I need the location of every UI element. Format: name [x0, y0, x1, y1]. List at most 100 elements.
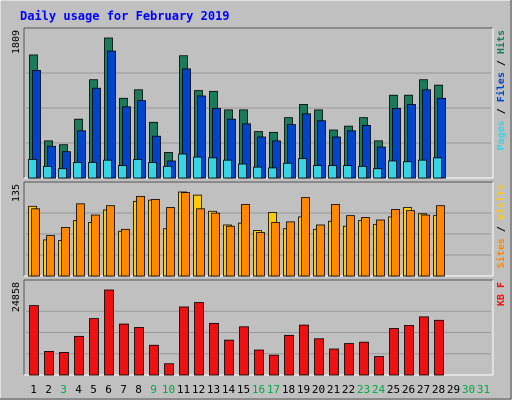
- x-axis-labels: 1 2 3 4 5 6 7 8 9 10 11 12 13 14 15 16 17 18 19 20 21 22 23 24 2…: [30, 383, 490, 396]
- bar-sites-day-14: [226, 225, 235, 277]
- bar-pages-day-25: [388, 160, 397, 179]
- bar-kbytes-day-18: [284, 334, 294, 376]
- bar-kbytes-day-3: [59, 352, 69, 376]
- bar-sites-day-15: [241, 204, 250, 277]
- x-tick-label-day-16: 16: [252, 383, 265, 396]
- x-tick-label-day-8: 8: [135, 383, 142, 396]
- bar-pages-day-19: [298, 158, 307, 179]
- ylabel-part: Pages: [496, 120, 507, 150]
- bar-pages-day-8: [133, 159, 142, 179]
- x-tick-label-day-31: 31: [477, 383, 490, 396]
- bar-pages-day-20: [313, 165, 322, 179]
- chart-panels: 1809 Pages / Files / Hits 135 Sites / Visit…: [11, 27, 507, 376]
- bar-kbytes-day-25: [389, 328, 399, 376]
- bar-sites-day-28: [436, 205, 445, 277]
- panel-hits-files-pages-ymax-label: 1809: [11, 30, 22, 54]
- bar-kbytes-day-17: [269, 354, 279, 376]
- bar-pages-day-14: [223, 159, 232, 179]
- x-tick-label-day-3: 3: [60, 383, 67, 396]
- x-tick-label-day-15: 15: [237, 383, 250, 396]
- x-tick-label-day-6: 6: [105, 383, 112, 396]
- bar-sites-day-5: [91, 214, 100, 277]
- bar-sites-day-25: [391, 209, 400, 277]
- bar-kbytes-day-11: [179, 306, 189, 376]
- x-tick-label-day-24: 24: [372, 383, 386, 396]
- bar-sites-day-1: [31, 208, 40, 277]
- bar-kbytes-day-10: [164, 363, 174, 376]
- bar-sites-day-16: [256, 232, 265, 277]
- bar-sites-day-26: [406, 210, 415, 277]
- bar-sites-day-21: [331, 204, 340, 277]
- bar-sites-day-23: [361, 217, 370, 277]
- bar-pages-day-27: [418, 159, 427, 179]
- bar-pages-day-26: [403, 161, 412, 179]
- bar-pages-day-12: [193, 156, 202, 179]
- bar-kbytes-day-1: [29, 305, 39, 376]
- x-tick-label-day-10: 10: [162, 383, 175, 396]
- x-tick-label-day-19: 19: [297, 383, 310, 396]
- bar-kbytes-day-15: [239, 326, 249, 376]
- bar-sites-day-13: [211, 212, 220, 277]
- bar-sites-day-8: [136, 195, 145, 277]
- bar-pages-day-11: [178, 153, 187, 179]
- bar-sites-day-3: [61, 227, 70, 277]
- bar-kbytes-day-4: [74, 335, 84, 376]
- bar-sites-day-18: [286, 221, 295, 277]
- bar-kbytes-day-19: [299, 324, 309, 376]
- bar-kbytes-day-27: [419, 316, 429, 376]
- bar-pages-day-7: [118, 165, 127, 179]
- bar-files-day-6: [107, 50, 116, 179]
- bar-pages-day-21: [328, 165, 337, 179]
- bar-kbytes-day-5: [89, 318, 99, 376]
- bar-pages-day-5: [88, 162, 97, 179]
- x-tick-label-day-21: 21: [327, 383, 340, 396]
- x-tick-label-day-11: 11: [177, 383, 190, 396]
- bar-kbytes-day-24: [374, 356, 384, 376]
- x-tick-label-day-18: 18: [282, 383, 295, 396]
- bar-sites-day-7: [121, 228, 130, 277]
- panel-visits-sites-ylabel-text: Sites / Visits: [495, 184, 507, 268]
- x-tick-label-day-22: 22: [342, 383, 355, 396]
- x-tick-label-day-14: 14: [222, 383, 236, 396]
- bar-sites-day-27: [421, 214, 430, 277]
- bar-kbytes-day-8: [134, 327, 144, 376]
- bar-pages-day-1: [28, 159, 37, 179]
- bar-pages-day-4: [73, 162, 82, 179]
- x-tick-label-day-9: 9: [150, 383, 157, 396]
- bar-kbytes-day-14: [224, 339, 234, 376]
- bar-pages-day-2: [43, 165, 52, 179]
- bar-sites-day-20: [316, 224, 325, 277]
- x-tick-label-day-27: 27: [417, 383, 430, 396]
- bar-pages-day-24: [373, 168, 382, 179]
- bar-pages-day-13: [208, 157, 217, 179]
- bar-kbytes-day-12: [194, 302, 204, 376]
- bar-kbytes-day-28: [434, 319, 444, 376]
- x-tick-label-day-7: 7: [120, 383, 127, 396]
- bar-kbytes-day-7: [119, 323, 129, 376]
- bar-kbytes-day-20: [314, 338, 324, 376]
- x-tick-label-day-13: 13: [207, 383, 220, 396]
- panel-visits-sites-ymax-label: 135: [11, 184, 22, 202]
- bar-sites-day-22: [346, 215, 355, 277]
- bar-kbytes-day-13: [209, 322, 219, 376]
- ylabel-part: Hits: [495, 30, 507, 54]
- bar-kbytes-day-21: [329, 348, 339, 376]
- x-tick-label-day-28: 28: [432, 383, 445, 396]
- bar-pages-day-23: [358, 165, 367, 179]
- bar-pages-day-6: [103, 159, 112, 179]
- panel-hits-files-pages-ylabel-text: Pages / Files / Hits: [495, 30, 507, 150]
- x-tick-label-day-4: 4: [75, 383, 82, 396]
- x-tick-label-day-25: 25: [387, 383, 400, 396]
- bar-pages-day-17: [268, 167, 277, 179]
- bar-sites-day-24: [376, 219, 385, 277]
- ylabel-separator: /: [496, 220, 507, 238]
- bar-kbytes-day-22: [344, 343, 354, 376]
- bar-pages-day-10: [163, 165, 172, 179]
- x-tick-label-day-23: 23: [357, 383, 370, 396]
- x-tick-label-day-2: 2: [45, 383, 52, 396]
- x-tick-label-day-30: 30: [462, 383, 475, 396]
- bar-sites-day-17: [271, 222, 280, 277]
- bar-kbytes-day-6: [104, 289, 114, 376]
